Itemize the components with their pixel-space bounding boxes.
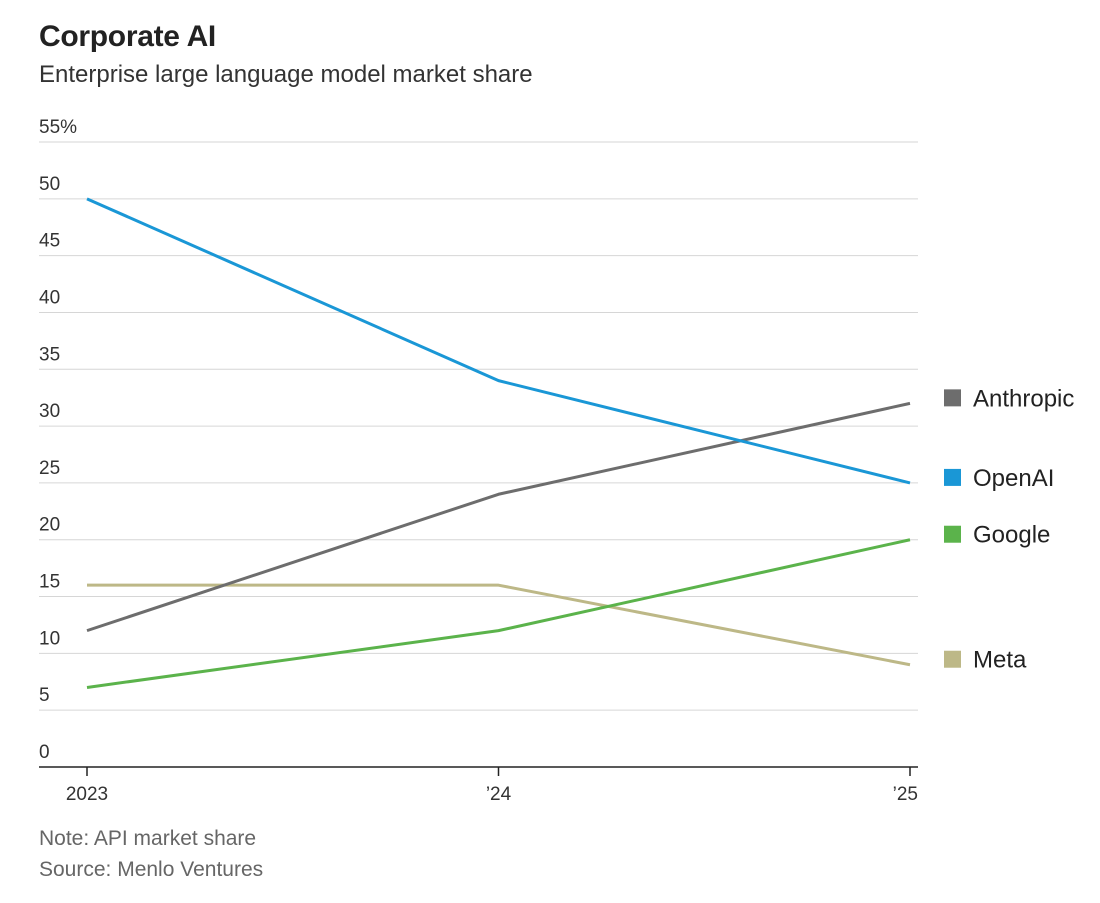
legend-swatch-meta: [944, 650, 961, 668]
y-tick-label: 50: [39, 174, 60, 195]
y-tick-label: 0: [39, 742, 50, 763]
series-line-google: [86, 538, 911, 689]
axes: 0 5 10 15 20 25 30 35 40 45 50 55% 2023 ’24 ’25: [39, 117, 918, 805]
y-tick-label: 40: [39, 287, 60, 308]
x-tick-label: ’24: [486, 784, 512, 805]
y-tick-label: 30: [39, 401, 60, 422]
chart-subtitle: Enterprise large language model market s…: [39, 61, 533, 88]
y-tick-label: 10: [39, 628, 60, 649]
legend-label-google: Google: [973, 522, 1050, 549]
gridlines: [39, 141, 918, 711]
y-tick-label: 35: [39, 344, 60, 365]
y-tick-label: 55%: [39, 117, 77, 138]
legend: Anthropic OpenAI Google Meta: [944, 385, 1074, 674]
chart-title: Corporate AI: [39, 20, 216, 53]
legend-label-anthropic: Anthropic: [973, 385, 1074, 412]
series-lines: [86, 197, 911, 689]
y-tick-label: 20: [39, 515, 60, 536]
x-tick-label: 2023: [66, 784, 108, 805]
legend-swatch-google: [944, 525, 961, 543]
series-line-openai: [86, 197, 911, 485]
legend-swatch-anthropic: [944, 389, 961, 407]
series-line-anthropic: [86, 401, 911, 633]
legend-swatch-openai: [944, 468, 961, 486]
legend-label-meta: Meta: [973, 647, 1027, 674]
y-tick-label: 5: [39, 685, 50, 706]
chart-note: Note: API market share: [39, 827, 257, 850]
y-tick-label: 45: [39, 231, 60, 252]
legend-label-openai: OpenAI: [973, 465, 1054, 492]
y-tick-label: 15: [39, 572, 60, 593]
chart-source: Source: Menlo Ventures: [39, 858, 264, 881]
series-line-meta: [87, 583, 911, 667]
y-tick-label: 25: [39, 458, 60, 479]
x-tick-label: ’25: [893, 784, 918, 805]
